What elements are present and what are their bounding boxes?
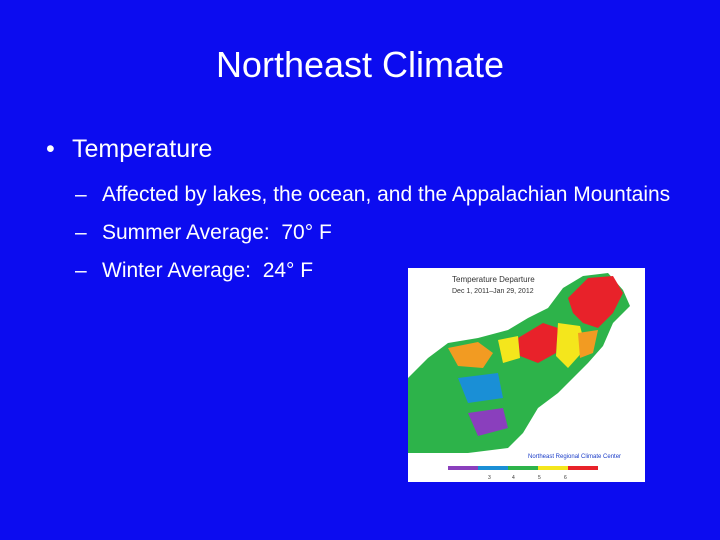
sub-bullet: – Winter Average: 24° F: [75, 252, 675, 290]
bullet-text: Temperature: [72, 135, 213, 163]
map-credit: Northeast Regional Climate Center: [528, 454, 621, 460]
sub-bullet-text: Winter Average: 24° F: [102, 259, 314, 282]
temperature-map: Temperature Departure Dec 1, 2011–Jan 29…: [408, 268, 645, 482]
map-region: [468, 408, 508, 436]
map-region: [498, 336, 520, 363]
dash: –: [75, 183, 87, 206]
dash: –: [75, 259, 87, 282]
map-region: [408, 273, 630, 453]
legend-label: 4: [512, 475, 515, 481]
sub-bullet-text: Summer Average: 70° F: [102, 221, 332, 244]
slide-title: Northeast Climate: [215, 44, 505, 85]
map-region: [448, 342, 493, 368]
legend-label: 6: [564, 475, 567, 481]
map-title: Temperature Departure: [452, 275, 535, 284]
map-region: [518, 323, 558, 363]
dash: –: [75, 221, 87, 244]
map-region: [458, 373, 503, 403]
legend-label: 3: [488, 475, 491, 481]
legend-swatch: [508, 466, 538, 470]
bullet-marker: •: [46, 135, 55, 163]
legend-label: 5: [538, 475, 541, 481]
sub-bullets: – Affected by lakes, the ocean, and the A…: [75, 176, 675, 290]
map-region: [578, 330, 598, 358]
map-region: [568, 276, 623, 328]
sub-bullet: – Affected by lakes, the ocean, and the A…: [75, 176, 675, 214]
sub-bullet-text: Affected by lakes, the ocean, and the Ap…: [102, 183, 671, 206]
map-date-range: Dec 1, 2011–Jan 29, 2012: [452, 288, 534, 295]
legend-swatch: [538, 466, 568, 470]
sub-bullet: – Summer Average: 70° F: [75, 214, 675, 252]
legend-swatch: [448, 466, 478, 470]
legend-swatch: [568, 466, 598, 470]
legend-swatch: [478, 466, 508, 470]
